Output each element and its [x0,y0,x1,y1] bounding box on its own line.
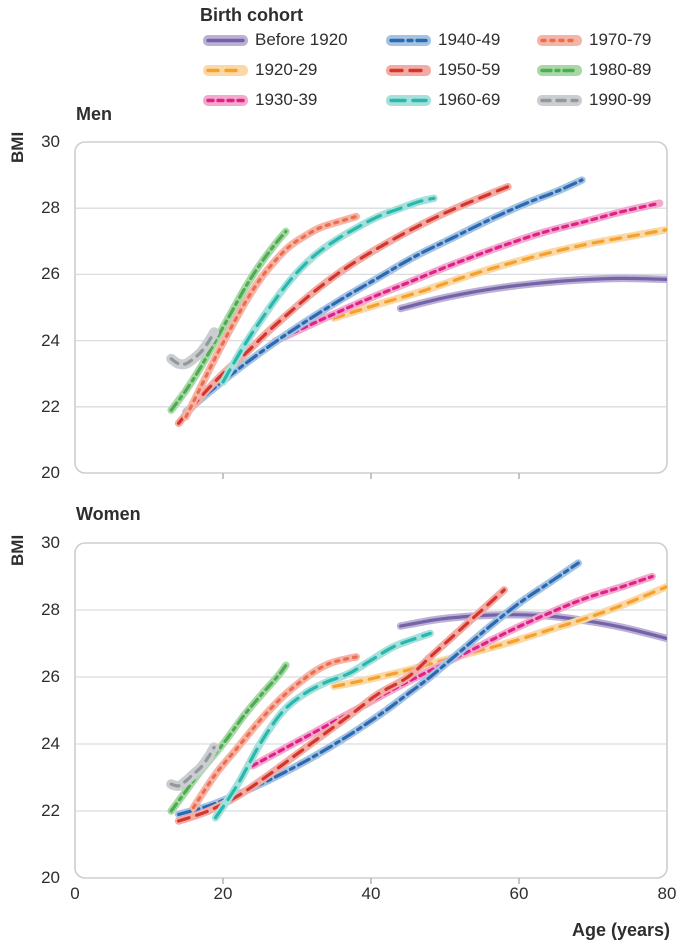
legend-label: 1990-99 [589,90,652,109]
legend-item-1940-49: 1940-49 [386,30,500,50]
legend-label: 1980-89 [589,60,652,79]
legend-label: 1950-59 [438,60,501,79]
men-y-tick: 22 [41,397,60,416]
legend-item-1960-69: 1960-69 [386,90,500,110]
x-axis-tick: 0 [70,884,80,903]
line-swatch-1930-39 [203,94,248,107]
x-axis-tick: 40 [361,884,381,903]
line-swatch-1990-99 [537,94,582,107]
legend-label: Before 1920 [255,30,348,49]
men-panel-title: Men [76,104,112,124]
x-axis-label: Age (years) [571,920,670,940]
women-y-tick: 28 [41,600,60,619]
legend-item-1950-59: 1950-59 [386,60,500,80]
men-y-tick: 20 [41,463,60,482]
legend-item-1970-79: 1970-79 [537,30,651,50]
men-y-tick: 24 [41,331,60,350]
legend-title: Birth cohort [200,5,303,25]
line-swatch-1970-79 [537,34,582,47]
women-panel-title: Women [76,504,141,524]
legend-label: 1920-29 [255,60,318,79]
men-y-tick: 28 [41,198,60,217]
women-y-tick: 30 [41,533,60,552]
women-y-tick: 24 [41,734,60,753]
legend-item-before-1920: Before 1920 [203,30,348,50]
women-y-tick: 22 [41,801,60,820]
line-swatch-1980-89 [537,64,582,77]
x-axis-tick: 80 [657,884,677,903]
men-y-tick: 30 [41,132,60,151]
line-swatch-1960-69 [386,94,431,107]
legend-label: 1930-39 [255,90,318,109]
line-swatch-1950-59 [386,64,431,77]
women-y-tick: 20 [41,868,60,887]
men-y-tick: 26 [41,264,60,283]
legend-label: 1960-69 [438,90,501,109]
series-group-women [166,559,667,825]
women-y-tick: 26 [41,667,60,686]
x-axis-tick: 20 [213,884,233,903]
legend-item-1980-89: 1980-89 [537,60,651,80]
series-group-men [166,176,667,428]
legend-label: 1970-79 [589,30,652,49]
legend-item-1990-99: 1990-99 [537,90,651,110]
legend-item-1930-39: 1930-39 [203,90,317,110]
line-swatch-1920-29 [203,64,248,77]
line-swatch-before-1920 [203,34,248,47]
line-swatch-1940-49 [386,34,431,47]
x-axis-tick: 60 [509,884,529,903]
legend-label: 1940-49 [438,30,501,49]
legend-item-1920-29: 1920-29 [203,60,317,80]
